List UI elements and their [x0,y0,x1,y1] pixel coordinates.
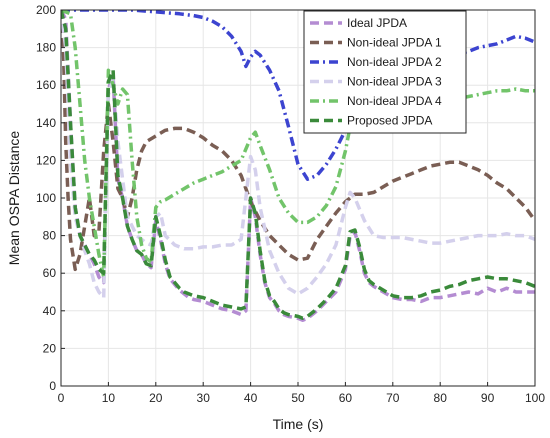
legend-label: Non-ideal JPDA 2 [347,55,442,69]
series-line-6 [61,10,535,321]
legend-label: Non-ideal JPDA 3 [347,75,442,89]
y-tick-label: 160 [36,78,56,92]
series-line-4 [61,10,535,300]
x-tick-label: 60 [339,391,353,405]
y-tick-label: 60 [43,266,57,280]
x-tick-label: 40 [244,391,258,405]
x-tick-label: 10 [102,391,116,405]
y-tick-label: 120 [36,153,56,167]
y-tick-label: 200 [36,3,56,17]
y-axis-label: Mean OSPA Distance [6,131,22,266]
series-line-5 [61,10,535,279]
x-tick-label: 0 [58,391,65,405]
y-tick-label: 140 [36,116,56,130]
legend-label: Proposed JPDA [347,114,432,128]
x-tick-label: 70 [386,391,400,405]
x-axis-label: Time (s) [273,416,324,432]
y-tick-label: 80 [43,229,57,243]
legend: Ideal JPDA Non-ideal JPDA 1 Non-ideal JPDA… [303,10,467,134]
y-tick-label: 20 [43,341,57,355]
x-tick-label: 50 [291,391,305,405]
y-tick-label: 0 [49,379,56,393]
x-tick-label: 80 [434,391,448,405]
y-tick-label: 180 [36,41,56,55]
legend-label: Non-ideal JPDA 4 [347,94,442,108]
ticks: 0 10 20 30 40 50 60 70 80 90 100 0 20 40 60 80 100 120 140… [36,3,545,405]
legend-label: Non-ideal JPDA 1 [347,36,442,50]
legend-box [303,10,467,134]
y-tick-label: 100 [36,191,56,205]
x-tick-label: 20 [149,391,163,405]
x-tick-label: 90 [481,391,495,405]
x-tick-label: 100 [525,391,545,405]
y-tick-label: 40 [43,304,57,318]
legend-label: Ideal JPDA [347,16,407,30]
series-line-2 [61,10,535,272]
x-tick-label: 30 [197,391,211,405]
